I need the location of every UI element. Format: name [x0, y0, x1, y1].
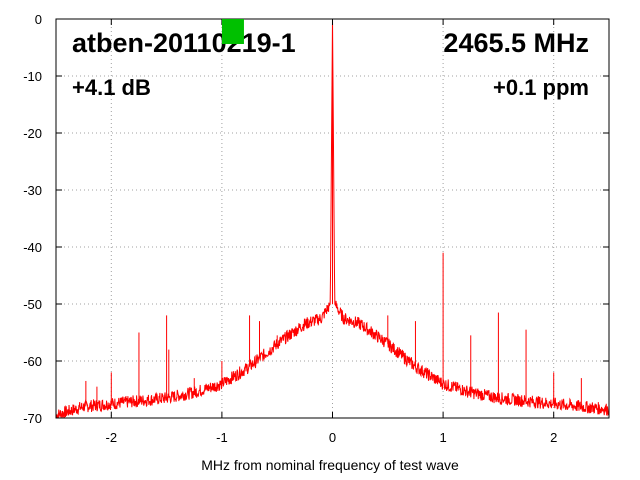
annotation-ppm: +0.1 ppm [493, 75, 589, 100]
y-tick-label: -30 [23, 183, 42, 198]
annotation-title-left: atben-20110219-1 [72, 28, 296, 58]
x-tick-label: 1 [439, 430, 446, 445]
annotation-gain: +4.1 dB [72, 75, 151, 100]
y-tick-label: -60 [23, 354, 42, 369]
axis-ticks [56, 18, 609, 419]
y-tick-labels: 0 -10 -20 -30 -40 -50 -60 -70 [23, 12, 42, 426]
y-tick-label: -50 [23, 297, 42, 312]
x-tick-labels: -2 -1 0 1 2 [106, 430, 558, 445]
x-axis-label: MHz from nominal frequency of test wave [201, 457, 459, 473]
spur-layer [85, 252, 582, 407]
y-tick-label: -20 [23, 126, 42, 141]
y-tick-label: -10 [23, 69, 42, 84]
status-marker [221, 19, 244, 44]
x-tick-label: -1 [216, 430, 228, 445]
y-tick-label: -70 [23, 411, 42, 426]
y-tick-label: 0 [35, 12, 42, 27]
x-tick-label: 2 [550, 430, 557, 445]
x-tick-label: -2 [106, 430, 118, 445]
x-tick-label: 0 [329, 430, 336, 445]
annotation-frequency: 2465.5 MHz [443, 28, 589, 58]
y-tick-label: -40 [23, 240, 42, 255]
